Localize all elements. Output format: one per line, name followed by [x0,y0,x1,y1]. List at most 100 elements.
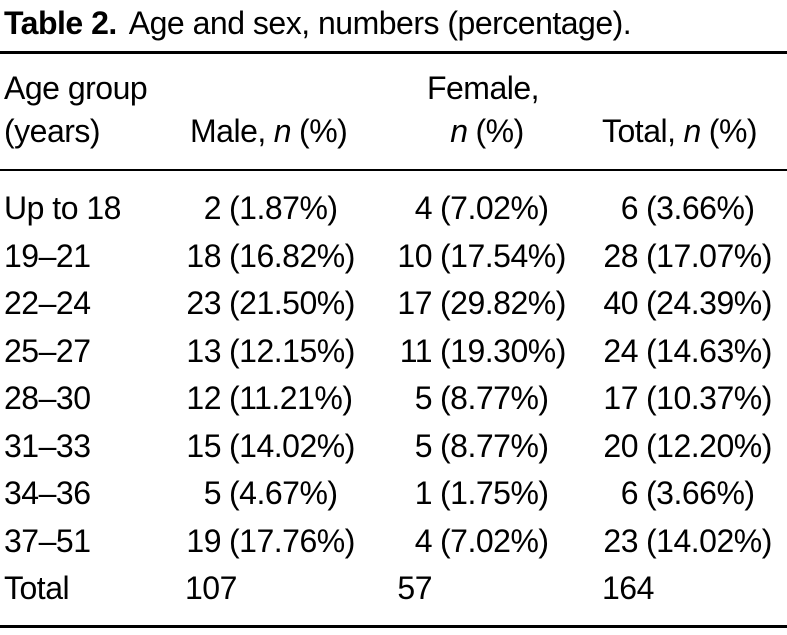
total-cell: 6 (3.66%) [583,185,787,233]
male-cell: 18 (16.82%) [181,233,383,281]
total-percentage: (12.20%) [646,427,772,464]
male-count: 19 [186,522,221,559]
male-count: 107 [185,570,237,606]
total-cell: 28 (17.07%) [583,233,787,281]
female-cell: 5 (8.77%) [383,375,583,423]
female-cell: 4 (7.02%) [383,185,583,233]
total-percentage: (14.63%) [646,332,772,369]
table-caption: Table 2. Age and sex, numbers (percentage… [4,5,632,42]
male-count: 13 [186,332,221,369]
header-female-suffix: (%) [475,113,525,149]
female-count: 11 [399,332,433,369]
table-row: Total 107 57 164 [0,565,787,613]
male-count: 5 [203,475,222,511]
female-cell: 17 (29.82%) [383,280,583,328]
female-percentage: (1.75%) [440,475,549,511]
female-cell: 11 (19.30%) [383,328,583,376]
total-cell: 24 (14.63%) [583,328,787,376]
female-percentage: (17.54%) [440,237,566,274]
female-count: 5 [414,380,433,416]
female-percentage: (8.77%) [440,380,549,416]
male-percentage: (17.76%) [229,522,355,559]
total-percentage: (24.39%) [646,285,772,321]
table-caption-label: Table 2. [4,5,117,41]
female-cell: 57 [383,565,583,613]
header-female-line2: n (%) [383,110,583,153]
female-cell: 5 (8.77%) [383,423,583,471]
total-percentage: (10.37%) [646,380,772,416]
age-group-cell: 19–21 [4,237,91,274]
table-caption-text: Age and sex, numbers (percentage). [128,5,632,41]
age-group-cell: 22–24 [4,285,91,321]
top-rule [0,51,787,54]
female-percentage: (19.30%) [440,332,566,369]
age-group-cell: Up to 18 [4,190,121,226]
header-total: Total, n (%) [583,110,787,153]
male-count: 15 [186,427,221,464]
age-group-cell: 37–51 [4,522,91,559]
table-row: 28–30 12 (11.21%) 5 (8.77%) 17 (10.37%) [0,375,787,423]
total-cell: 164 [583,565,787,613]
female-cell: 1 (1.75%) [383,470,583,518]
total-count: 23 [603,522,638,559]
header-total-n: n [683,113,701,149]
header-female-n: n [450,113,468,149]
male-count: 18 [186,237,221,274]
age-group-cell: 28–30 [4,380,91,416]
header-male-prefix: Male, [190,113,266,149]
male-cell: 15 (14.02%) [181,423,383,471]
header-male-suffix: (%) [299,113,348,149]
total-cell: 23 (14.02%) [583,518,787,566]
male-count: 23 [186,285,221,321]
bottom-rule [0,625,787,628]
male-percentage: (4.67%) [229,475,338,511]
age-group-cell: 25–27 [4,332,91,369]
table-row: 19–21 18 (16.82%) 10 (17.54%) 28 (17.07%) [0,233,787,281]
table-row: 37–51 19 (17.76%) 4 (7.02%) 23 (14.02%) [0,518,787,566]
male-percentage: (21.50%) [229,285,355,321]
male-count: 2 [203,190,222,226]
female-count: 57 [397,570,432,606]
header-male-n: n [273,113,292,149]
female-count: 17 [397,285,432,321]
total-count: 6 [620,475,639,511]
total-count: 6 [620,190,639,226]
table-row: Up to 18 2 (1.87%) 4 (7.02%) 6 (3.66%) [0,185,787,233]
male-percentage: (12.15%) [229,332,355,369]
total-cell: 6 (3.66%) [583,470,787,518]
total-percentage: (14.02%) [646,522,772,559]
male-percentage: (16.82%) [229,237,355,274]
age-group-cell: 31–33 [4,427,91,464]
female-count: 10 [397,237,432,274]
total-percentage: (17.07%) [646,237,772,274]
male-cell: 5 (4.67%) [181,470,383,518]
female-count: 5 [414,427,433,464]
female-percentage: (29.82%) [440,285,566,321]
header-age-group-line2: (years) [4,113,101,149]
total-percentage: (3.66%) [646,190,755,226]
female-percentage: (7.02%) [440,190,549,226]
male-percentage: (1.87%) [229,190,338,226]
male-cell: 23 (21.50%) [181,280,383,328]
male-cell: 2 (1.87%) [181,185,383,233]
header-female-line1: Female, [426,70,540,106]
female-percentage: (8.77%) [440,427,549,464]
female-count: 4 [414,522,433,559]
total-count: 164 [602,570,654,606]
table-row: 25–27 13 (12.15%) 11 (19.30%) 24 (14.63%) [0,328,787,376]
male-cell: 12 (11.21%) [181,375,383,423]
header-total-suffix: (%) [708,113,758,149]
age-group-cell: 34–36 [4,475,91,511]
male-cell: 107 [181,565,383,613]
total-count: 40 [603,285,638,321]
total-count: 20 [603,427,638,464]
table-header: Age group Female, (years) Male, n (%) n (%)… [0,54,787,153]
table-row: 31–33 15 (14.02%) 5 (8.77%) 20 (12.20%) [0,423,787,471]
male-cell: 19 (17.76%) [181,518,383,566]
female-cell: 10 (17.54%) [383,233,583,281]
female-percentage: (7.02%) [440,522,549,559]
male-count: 12 [186,380,221,416]
male-percentage: (14.02%) [229,427,355,464]
table-body: Up to 18 2 (1.87%) 4 (7.02%) 6 (3.66%) 19–21 18(… [0,171,787,613]
